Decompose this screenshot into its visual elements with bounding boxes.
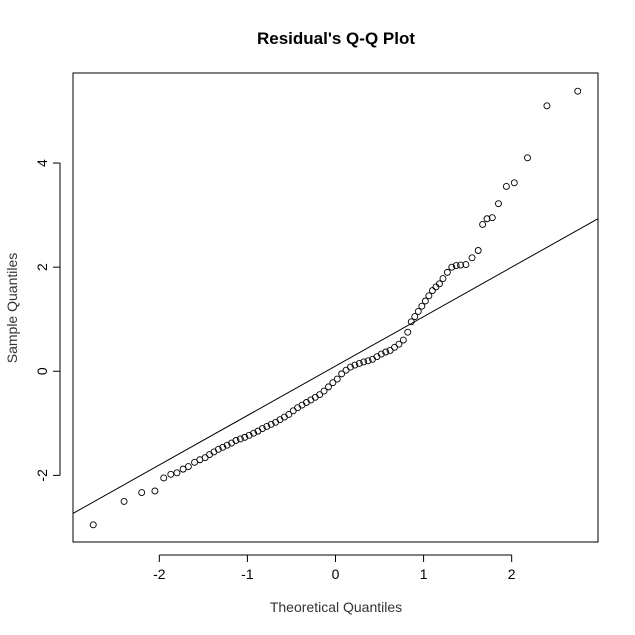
data-point — [360, 358, 368, 366]
data-points — [89, 87, 582, 529]
data-point — [391, 343, 398, 351]
data-point — [138, 489, 146, 496]
data-point — [474, 247, 482, 254]
data-point — [407, 318, 415, 326]
data-point — [347, 363, 354, 371]
data-point — [425, 292, 433, 300]
data-point — [399, 336, 407, 344]
data-point — [418, 302, 426, 310]
data-point — [120, 497, 128, 505]
data-point — [241, 433, 249, 441]
data-point — [160, 474, 168, 482]
data-point — [285, 411, 293, 418]
data-point — [250, 429, 258, 437]
y-tick-label: 0 — [34, 367, 50, 375]
data-point — [263, 422, 271, 430]
data-point — [210, 448, 218, 456]
data-point — [483, 215, 491, 223]
data-point — [510, 179, 518, 187]
data-point — [167, 470, 175, 478]
data-point — [245, 431, 253, 439]
data-point — [276, 416, 284, 424]
data-point — [316, 391, 324, 399]
plot-frame — [72, 72, 599, 543]
data-point — [294, 404, 302, 412]
data-point — [191, 458, 199, 466]
y-tick-label: -2 — [34, 469, 50, 482]
data-point — [448, 263, 456, 271]
data-point — [219, 443, 227, 451]
data-point — [443, 268, 451, 276]
data-point — [439, 275, 447, 283]
data-point — [179, 465, 187, 473]
data-point — [502, 183, 510, 190]
data-point — [377, 350, 385, 358]
data-point — [457, 261, 465, 269]
data-point — [311, 393, 319, 401]
y-axis: -2 0 2 4 — [34, 159, 61, 482]
data-point — [414, 307, 422, 315]
data-point — [329, 379, 337, 387]
x-tick-label: -2 — [153, 566, 166, 582]
data-point — [404, 328, 412, 336]
x-tick-label: 2 — [508, 566, 516, 582]
y-axis-label: Sample Quantiles — [4, 253, 20, 364]
chart-title: Residual's Q-Q Plot — [257, 29, 415, 48]
data-point — [320, 387, 328, 395]
data-point — [333, 375, 341, 383]
data-point — [351, 361, 359, 369]
data-point — [411, 313, 419, 321]
data-point — [479, 221, 487, 228]
x-axis: -2 -1 0 1 2 — [153, 554, 516, 582]
data-point — [267, 420, 275, 428]
data-point — [543, 102, 551, 110]
reference-line — [72, 218, 599, 514]
data-point — [307, 396, 315, 404]
data-point — [302, 399, 310, 406]
data-point — [223, 441, 231, 449]
data-point — [421, 297, 429, 305]
data-point — [325, 383, 332, 391]
data-point — [232, 437, 240, 444]
data-point — [495, 200, 502, 208]
y-tick-label: 2 — [34, 263, 50, 271]
data-point — [258, 425, 266, 432]
data-point — [201, 454, 209, 462]
data-point — [342, 366, 350, 374]
data-point — [338, 370, 346, 378]
data-point — [89, 521, 97, 529]
data-point — [173, 469, 181, 477]
data-point — [206, 451, 213, 459]
data-point — [289, 407, 297, 415]
data-point — [452, 262, 460, 270]
data-point — [214, 445, 222, 453]
y-tick-label: 4 — [34, 159, 50, 167]
data-point — [298, 401, 306, 409]
x-axis-label: Theoretical Quantiles — [270, 599, 402, 615]
data-point — [468, 254, 476, 262]
data-point — [355, 360, 363, 367]
data-point — [574, 87, 582, 95]
data-point — [395, 340, 403, 348]
data-point — [151, 487, 159, 495]
data-point — [428, 287, 436, 295]
data-point — [364, 357, 372, 365]
data-point — [524, 154, 531, 162]
data-point — [373, 353, 381, 361]
data-point — [462, 261, 470, 269]
data-point — [488, 214, 496, 222]
x-tick-label: 1 — [420, 566, 428, 582]
data-point — [184, 463, 192, 470]
data-point — [382, 348, 390, 356]
data-point — [280, 413, 288, 421]
data-point — [236, 435, 244, 443]
data-point — [435, 280, 443, 288]
x-tick-label: 0 — [332, 566, 340, 582]
x-tick-label: -1 — [241, 566, 254, 582]
